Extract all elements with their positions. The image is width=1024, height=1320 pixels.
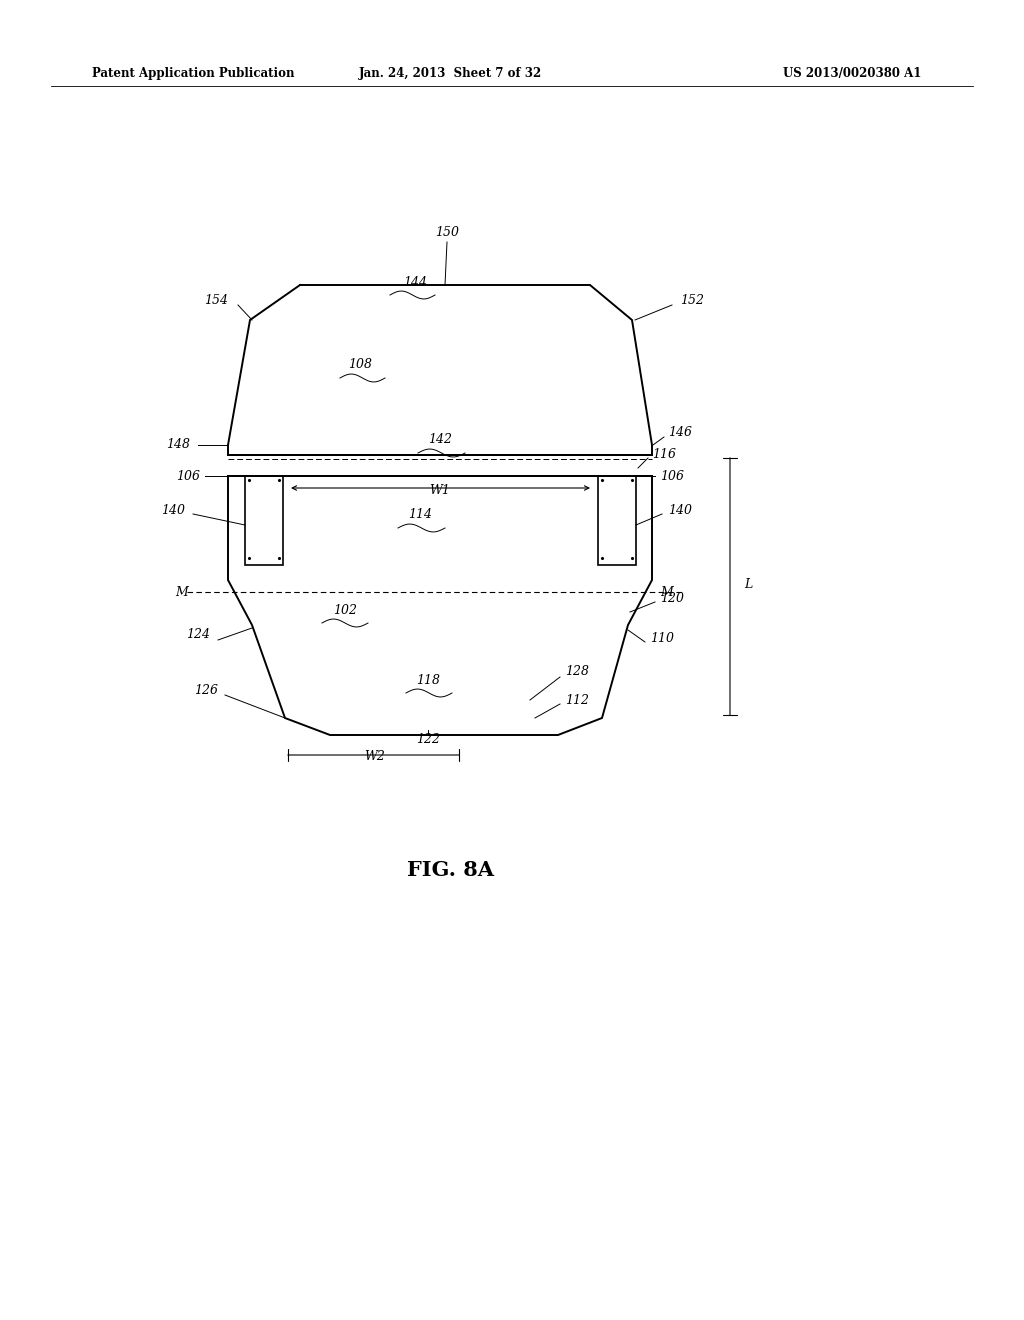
FancyBboxPatch shape (245, 477, 283, 565)
Text: 152: 152 (680, 293, 705, 306)
Text: M: M (175, 586, 188, 598)
Text: 108: 108 (348, 359, 372, 371)
Text: 150: 150 (435, 226, 459, 239)
Text: W2: W2 (365, 751, 385, 763)
Text: 106: 106 (660, 470, 684, 483)
Text: L: L (743, 578, 752, 591)
Text: 114: 114 (408, 508, 432, 521)
Text: US 2013/0020380 A1: US 2013/0020380 A1 (783, 67, 922, 81)
Text: 140: 140 (668, 503, 692, 516)
Text: 148: 148 (166, 438, 190, 451)
Text: 146: 146 (668, 425, 692, 438)
Text: 122: 122 (416, 734, 440, 747)
Text: 140: 140 (161, 503, 185, 516)
Text: 142: 142 (428, 433, 452, 446)
Text: 124: 124 (186, 628, 210, 642)
Text: 144: 144 (403, 276, 427, 289)
Text: 154: 154 (204, 293, 228, 306)
Text: 112: 112 (565, 693, 589, 706)
Text: 102: 102 (333, 603, 357, 616)
FancyBboxPatch shape (598, 477, 636, 565)
Text: 110: 110 (650, 631, 674, 644)
Text: M: M (660, 586, 673, 598)
Text: 126: 126 (194, 684, 218, 697)
Text: 118: 118 (416, 673, 440, 686)
Text: 128: 128 (565, 665, 589, 678)
Text: FIG. 8A: FIG. 8A (408, 861, 494, 880)
Text: Patent Application Publication: Patent Application Publication (92, 67, 295, 81)
Text: 120: 120 (660, 591, 684, 605)
Text: Jan. 24, 2013  Sheet 7 of 32: Jan. 24, 2013 Sheet 7 of 32 (359, 67, 542, 81)
Text: 116: 116 (652, 449, 676, 462)
Text: 106: 106 (176, 470, 200, 483)
Text: W1: W1 (429, 483, 451, 496)
